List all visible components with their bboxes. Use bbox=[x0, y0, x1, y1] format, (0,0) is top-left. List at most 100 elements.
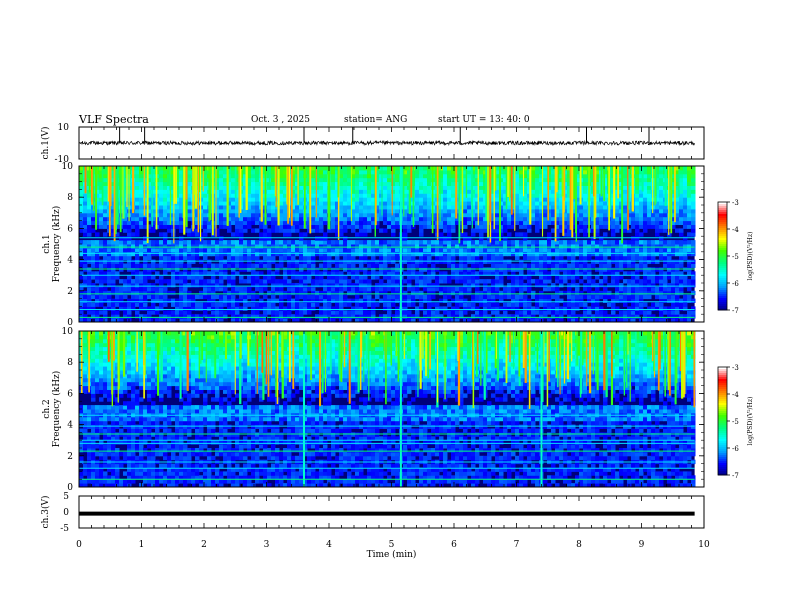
ch1-spectrum-cell bbox=[123, 314, 128, 319]
ch1-spectrum-cell bbox=[543, 294, 548, 300]
ch1-spectrum-cell bbox=[371, 212, 376, 218]
ch1-spectrum-cell bbox=[227, 263, 232, 268]
ch1-spectrum-cell bbox=[431, 286, 436, 292]
ch1-spectrum-cell bbox=[615, 306, 620, 311]
ch1-spectrum-cell bbox=[259, 306, 264, 311]
ch1-spectrum-cell bbox=[511, 279, 516, 284]
ch1-spectrum-cell bbox=[187, 216, 192, 222]
ch1-spectrum-cell bbox=[483, 169, 488, 175]
ch1-spectrum-cell bbox=[499, 216, 504, 222]
ch1-spectrum-cell bbox=[495, 263, 500, 268]
ch1-spectrum-cell bbox=[263, 286, 268, 292]
ch1-spectrum-cell bbox=[111, 251, 116, 257]
ch1-spectrum-cell bbox=[479, 224, 484, 229]
ch1-spectrum-cell bbox=[479, 302, 484, 307]
ch1-spectrum-cell bbox=[391, 240, 396, 245]
ch1-spectrum-cell bbox=[631, 290, 636, 296]
ch1-spectrum-cell bbox=[111, 286, 116, 292]
ch1-spectrum-cell bbox=[551, 251, 556, 257]
ch1-spectrum-cell bbox=[351, 212, 356, 218]
ch1-spectrum-cell bbox=[87, 318, 92, 323]
ch1-spectrum-cell bbox=[411, 294, 416, 300]
ch1-spectrum-cell bbox=[635, 267, 640, 272]
ch1-spectrum-cell bbox=[143, 193, 148, 198]
ch1-spectrum-cell bbox=[215, 212, 220, 218]
ch1-spectrum-cell bbox=[535, 244, 540, 249]
ch1-spectrum-cell bbox=[255, 177, 260, 183]
ch1-spectrum-cell bbox=[547, 263, 552, 268]
ch1-spectrum-cell bbox=[195, 314, 200, 319]
ch1-spectrum-cell bbox=[451, 201, 456, 206]
ch1-spectrum-cell bbox=[631, 286, 636, 292]
ch1-spectrum-cell bbox=[115, 224, 120, 229]
ch1-spectrum-cell bbox=[459, 177, 464, 183]
ch1-spectrum-cell bbox=[287, 267, 292, 272]
ch1-spectrum-cell bbox=[227, 298, 232, 303]
ch1-spectrum-cell bbox=[195, 275, 200, 280]
ch1-spectrum-cell bbox=[631, 306, 636, 311]
ch1-spectrum-cell bbox=[171, 197, 176, 202]
ch1-spectrum-cell bbox=[479, 236, 484, 241]
ch1-spectrum-cell bbox=[211, 283, 216, 288]
ch1-spectrum-cell bbox=[483, 255, 488, 261]
ch1-spectrum-cell bbox=[271, 181, 276, 186]
ch1-spectrum-cell bbox=[495, 240, 500, 245]
ch1-spectrum-cell bbox=[239, 267, 244, 272]
ch1-spectrum-cell bbox=[147, 255, 152, 261]
ch1-spectrum-cell bbox=[579, 314, 584, 319]
ch1-spectrum-cell bbox=[403, 169, 408, 175]
ch1-spectrum-cell bbox=[507, 251, 512, 257]
ch1-spectrum-cell bbox=[291, 247, 296, 253]
ch1-spectrum-cell bbox=[79, 205, 84, 210]
ch1-spectrum-cell bbox=[447, 201, 452, 206]
ch1-spectrum-cell bbox=[639, 290, 644, 296]
ch1-spectrum-cell bbox=[255, 310, 260, 315]
ch1-spectrum-cell bbox=[547, 181, 552, 186]
ch1-spectrum-cell bbox=[339, 212, 344, 218]
ch1-spectrum-cell bbox=[95, 166, 100, 171]
ch1-spectrum-cell bbox=[551, 240, 556, 245]
ch1-spectrum-cell bbox=[443, 185, 448, 190]
ch1-spectrum-cell bbox=[227, 205, 232, 210]
ch1-spectrum-cell bbox=[227, 310, 232, 315]
ch1-spectrum-cell bbox=[603, 267, 608, 272]
ch1-spectrum-cell bbox=[263, 232, 268, 237]
ch1-spectrum-cell bbox=[327, 286, 332, 292]
ch1-spectrum-cell bbox=[307, 216, 312, 222]
ch1-spectrum-cell bbox=[195, 185, 200, 190]
ch1-spectrum-cell bbox=[519, 298, 524, 303]
ch1-spectrum-cell bbox=[611, 228, 616, 233]
ch1-spectrum-cell bbox=[579, 267, 584, 272]
ch1-spectrum-cell bbox=[219, 251, 224, 257]
ch1-spectrum-cell bbox=[323, 193, 328, 198]
ch1-spectrum-cell bbox=[203, 302, 208, 307]
ch1-spectrum-cell bbox=[267, 251, 272, 257]
ch1-spectrum-cell bbox=[459, 290, 464, 296]
ch1-spectrum-cell bbox=[387, 240, 392, 245]
ch1-spectrum-cell bbox=[311, 244, 316, 249]
ch1-spectrum-cell bbox=[615, 212, 620, 218]
ch1-spectrum-cell bbox=[107, 279, 112, 284]
ch1-spectrum-cell bbox=[427, 247, 432, 253]
ch1-spectrum-cell bbox=[563, 224, 568, 229]
ch1-spectrum-cell bbox=[243, 247, 248, 253]
ch1-spectrum-cell bbox=[123, 255, 128, 261]
ch1-spectrum-cell bbox=[111, 232, 116, 237]
ch1-spectrum-cell bbox=[575, 244, 580, 249]
ch1-spectrum-cell bbox=[107, 255, 112, 261]
ch1-spectrum-cell bbox=[315, 228, 320, 233]
ch1-spectrum-cell bbox=[99, 193, 104, 198]
ch1-spectrum-cell bbox=[167, 283, 172, 288]
ch1-spectrum-cell bbox=[163, 267, 168, 272]
ch1-spectrum-cell bbox=[607, 294, 612, 300]
ch1-spectrum-cell bbox=[471, 275, 476, 280]
ch1-spectrum-cell bbox=[235, 286, 240, 292]
ch1-spectrum-cell bbox=[523, 275, 528, 280]
ch1-spectrum-cell bbox=[215, 279, 220, 284]
ch1-spectrum-cell bbox=[635, 205, 640, 210]
ch1-spectrum-cell bbox=[327, 314, 332, 319]
ch1-spectrum-cell bbox=[499, 306, 504, 311]
ch1-spectrum-cell bbox=[571, 247, 576, 253]
ch1-spectrum-cell bbox=[179, 286, 184, 292]
ch1-spectrum-cell bbox=[615, 224, 620, 229]
